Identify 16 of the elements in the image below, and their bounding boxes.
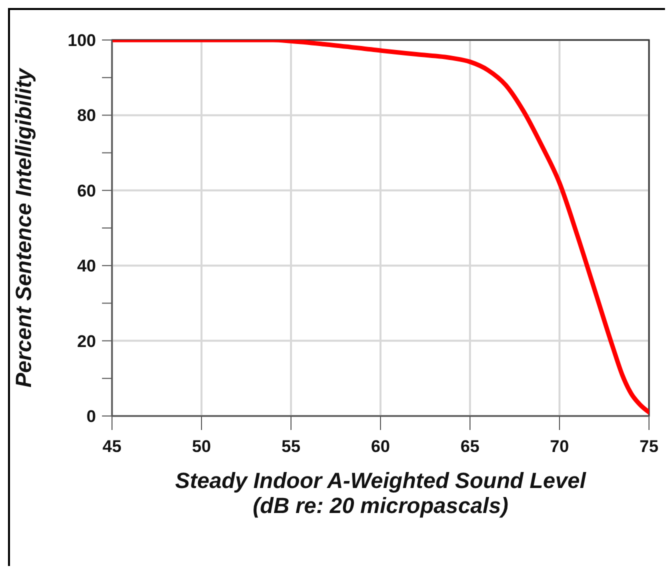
- x-tick-label: 75: [640, 437, 658, 456]
- x-tick-label: 55: [282, 437, 300, 456]
- y-tick-label: 40: [77, 256, 96, 276]
- y-tick-label: 60: [77, 181, 96, 200]
- x-tick-label: 70: [550, 437, 569, 456]
- y-tick-label: 0: [86, 407, 96, 426]
- y-axis-title: Percent Sentence Intelligibility: [10, 66, 36, 388]
- y-tick-label: 80: [77, 106, 96, 126]
- x-axis-title: Steady Indoor A-Weighted Sound Level (dB re: 20 micropascals): [175, 468, 587, 518]
- x-tick-label: 60: [371, 437, 390, 456]
- frame: Steady Indoor A-Weighted Sound Level (dB re: 20 micropascals) 45 50 55 60 65 70 75 0 20 40 60 80 100 Percent Sentence Intelligibility: [8, 8, 665, 566]
- y-tick-label: 100: [68, 31, 96, 50]
- x-tick-label: 50: [192, 437, 211, 456]
- x-tick-label: 65: [460, 437, 480, 456]
- x-tick-label: 45: [102, 437, 122, 456]
- y-tick-label: 20: [77, 332, 96, 351]
